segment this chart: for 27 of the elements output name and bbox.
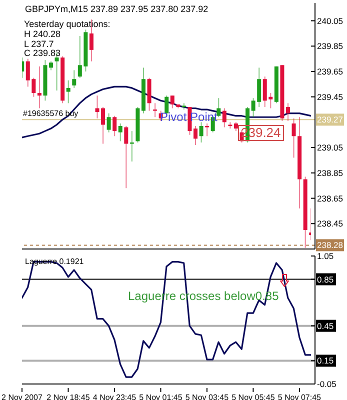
y-tick-label: 240.05 — [317, 16, 344, 26]
annotation: C 239.83 — [24, 48, 61, 59]
y-tick-label: 238.45 — [317, 218, 344, 229]
annotation: Yesterday quotations: — [24, 19, 110, 30]
x-tick-label: 5 Nov 03:45 — [185, 393, 230, 400]
y-tick-label: -0.05 — [317, 379, 337, 389]
annotation: H 240.28 — [24, 29, 61, 40]
y-tick-label: 1.05 — [317, 251, 334, 261]
y-tick-label: 0.85 — [317, 274, 334, 284]
x-tick-label: 5 Nov 07:45 — [278, 393, 322, 400]
y-tick-label: 238.85 — [317, 168, 344, 178]
y-tick-label: 239.05 — [317, 142, 344, 153]
x-tick-label: 4 Nov 23:45 — [92, 393, 137, 400]
x-tick-label: 2 Nov 18:45 — [46, 393, 90, 400]
y-tick-label: 0.45 — [317, 320, 334, 331]
x-tick-label: 5 Nov 05:45 — [232, 393, 276, 400]
ref-line-label: 238.28 — [317, 240, 344, 250]
y-tick-label: 238.65 — [317, 193, 344, 204]
annotation: L 237.7 — [24, 39, 54, 50]
y-tick-label: 239.65 — [317, 66, 344, 76]
y-tick-label: 0.15 — [317, 356, 334, 366]
x-tick-label: 2 Nov 2007 — [2, 393, 44, 400]
y-tick-label: 239.85 — [317, 41, 344, 52]
chart-title: GBPJPYm,M15 237.89 237.95 237.80 237.92 — [25, 4, 208, 14]
ref-line-label: 239.27 — [317, 114, 344, 125]
x-tick-label: 5 Nov 01:45 — [139, 393, 183, 400]
y-tick-label: 239.45 — [317, 92, 344, 102]
